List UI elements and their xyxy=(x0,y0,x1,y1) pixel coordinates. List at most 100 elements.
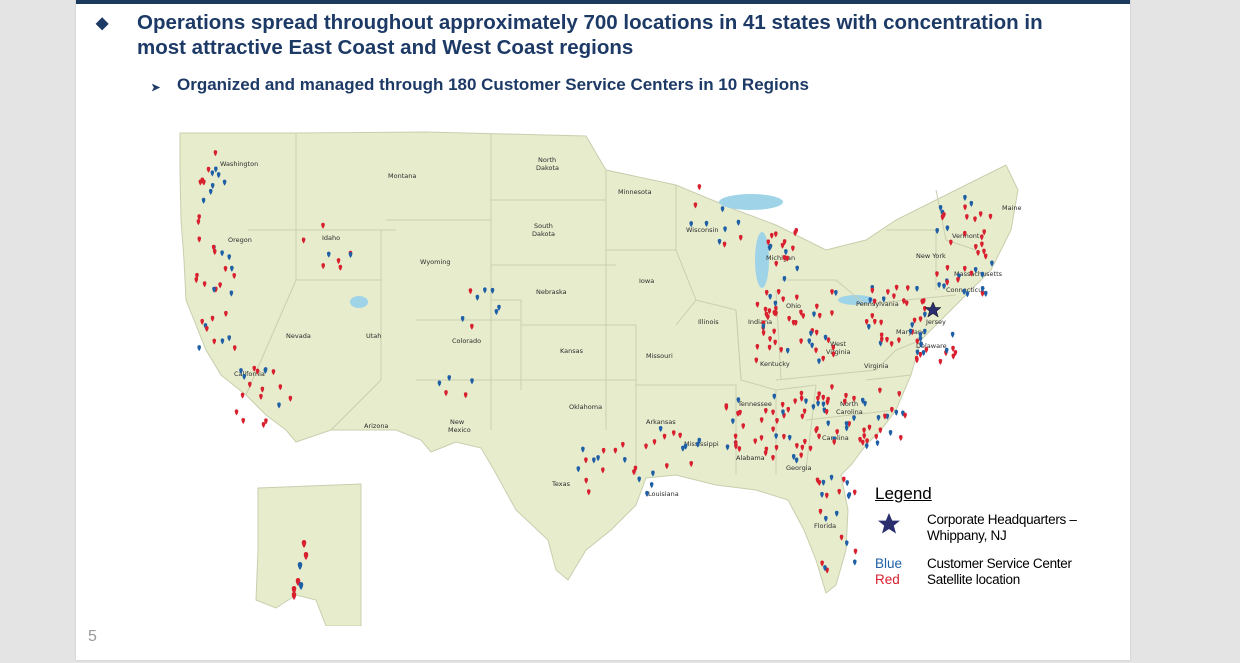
map-pin-icon xyxy=(230,265,234,272)
map-pin-icon xyxy=(794,457,799,464)
map-pin-icon xyxy=(969,200,974,207)
map-pin-icon xyxy=(759,417,764,424)
map-pin-icon xyxy=(910,322,915,329)
map-pin-icon xyxy=(200,318,204,325)
map-pin-icon xyxy=(470,323,474,330)
map-pin-icon xyxy=(252,365,257,372)
map-pin-icon xyxy=(197,236,202,243)
slide: ◆ Operations spread throughout approxima… xyxy=(76,0,1130,660)
map-pin-icon xyxy=(942,212,946,219)
map-pin-icon xyxy=(301,237,306,244)
map-pin-icon xyxy=(795,294,799,301)
map-pin-icon xyxy=(963,204,967,211)
map-pin-icon xyxy=(973,243,978,250)
map-pin-icon xyxy=(982,248,986,255)
map-pin-icon xyxy=(956,277,960,284)
map-pin-icon xyxy=(980,241,984,248)
map-pin-icon xyxy=(983,253,988,260)
map-pin-icon xyxy=(197,345,201,352)
svg-text:Dakota: Dakota xyxy=(532,230,555,238)
svg-text:Nevada: Nevada xyxy=(286,332,311,340)
map-pin-icon xyxy=(774,310,778,317)
svg-text:Montana: Montana xyxy=(388,172,416,180)
map-pin-icon xyxy=(769,232,774,239)
map-pin-icon xyxy=(764,407,768,414)
map-pin-icon xyxy=(241,417,246,424)
map-pin-icon xyxy=(460,315,465,322)
map-pin-icon xyxy=(601,467,605,474)
location-pins xyxy=(194,150,994,600)
map-pin-icon xyxy=(761,323,766,330)
map-pin-icon xyxy=(201,197,206,204)
map-pin-icon xyxy=(864,443,869,450)
map-pin-icon xyxy=(301,540,307,548)
map-pin-icon xyxy=(303,552,309,560)
map-pin-icon xyxy=(863,400,867,407)
map-pin-icon xyxy=(937,282,941,289)
great-salt-lake xyxy=(350,296,368,308)
map-pin-icon xyxy=(810,342,814,349)
map-pin-icon xyxy=(755,344,760,351)
map-pin-icon xyxy=(897,391,902,398)
map-pin-icon xyxy=(915,349,920,356)
map-pin-icon xyxy=(437,380,442,387)
map-pin-icon xyxy=(816,395,820,402)
svg-text:South: South xyxy=(534,222,553,230)
map-pin-icon xyxy=(242,373,246,380)
map-pin-icon xyxy=(202,281,207,288)
map-pin-icon xyxy=(935,227,939,234)
map-pin-icon xyxy=(832,439,836,446)
map-pin-icon xyxy=(795,265,800,272)
map-pin-icon xyxy=(824,515,828,522)
svg-text:Virginia: Virginia xyxy=(864,362,889,370)
map-pin-icon xyxy=(601,447,606,454)
map-pin-icon xyxy=(773,300,778,307)
map-pin-icon xyxy=(804,398,808,405)
map-pin-icon xyxy=(841,476,846,483)
map-pin-icon xyxy=(776,289,781,296)
map-pin-icon xyxy=(799,395,804,402)
svg-text:Wisconsin: Wisconsin xyxy=(686,226,718,234)
svg-text:Pennsylvania: Pennsylvania xyxy=(856,300,899,308)
map-pin-icon xyxy=(632,469,636,476)
map-pin-icon xyxy=(227,335,232,342)
svg-text:Illinois: Illinois xyxy=(698,318,719,326)
map-pin-icon xyxy=(637,476,642,483)
map-pin-icon xyxy=(935,271,939,278)
svg-text:Texas: Texas xyxy=(551,480,571,488)
map-pin-icon xyxy=(826,420,831,427)
page-number: 5 xyxy=(88,628,97,645)
map-pin-icon xyxy=(821,355,826,362)
map-pin-icon xyxy=(737,446,742,453)
map-pin-icon xyxy=(852,489,857,496)
map-pin-icon xyxy=(260,386,265,393)
map-pin-icon xyxy=(867,324,871,331)
map-pin-icon xyxy=(613,447,618,454)
map-pin-icon xyxy=(298,582,304,590)
map-pin-icon xyxy=(210,315,215,322)
svg-text:Colorado: Colorado xyxy=(452,337,481,345)
map-pin-icon xyxy=(782,433,786,440)
map-pin-icon xyxy=(697,184,702,191)
map-pin-icon xyxy=(623,457,627,464)
map-pin-icon xyxy=(820,491,824,498)
map-pin-icon xyxy=(483,287,487,294)
map-pin-icon xyxy=(982,229,986,236)
map-pin-icon xyxy=(824,492,829,499)
map-pin-icon xyxy=(862,427,866,434)
map-pin-icon xyxy=(830,384,834,391)
map-pin-icon xyxy=(782,254,787,261)
map-pin-icon xyxy=(799,452,803,459)
map-pin-icon xyxy=(963,194,967,201)
map-pin-icon xyxy=(644,443,648,450)
map-pin-icon xyxy=(837,488,842,495)
map-pin-icon xyxy=(921,349,926,356)
svg-text:Kentucky: Kentucky xyxy=(760,360,790,368)
map-pin-icon xyxy=(736,219,741,226)
map-pin-icon xyxy=(980,271,985,278)
map-pin-icon xyxy=(844,392,848,399)
map-pin-icon xyxy=(899,435,903,442)
map-pin-icon xyxy=(681,445,685,452)
map-pin-icon xyxy=(980,290,985,297)
map-pin-icon xyxy=(200,177,205,184)
